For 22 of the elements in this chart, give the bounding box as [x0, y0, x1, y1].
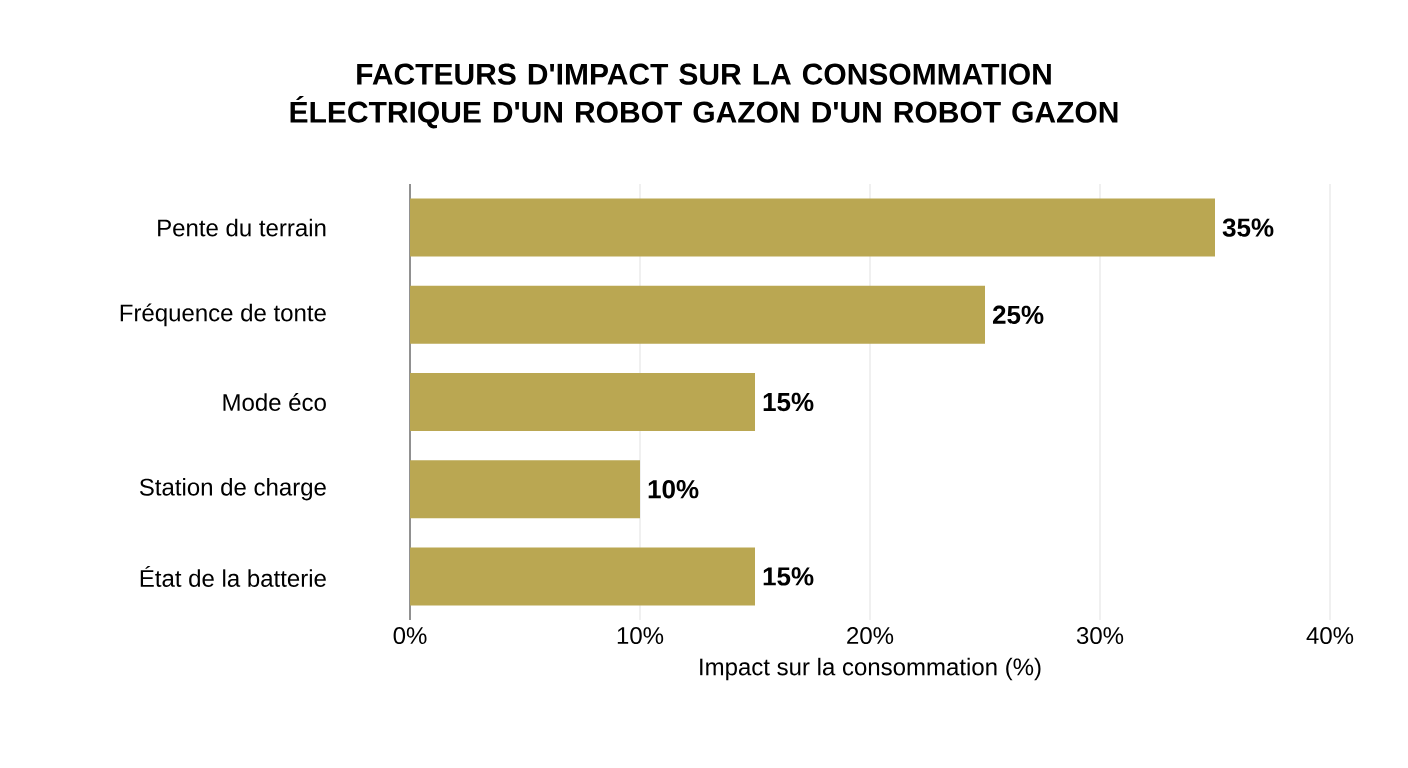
- bar: [410, 198, 1215, 257]
- y-tick-label: Mode éco: [223, 393, 326, 411]
- y-tick-label: Pente du terrain: [158, 218, 326, 237]
- data-label: 35%: [1222, 218, 1274, 237]
- bar: [410, 460, 640, 519]
- y-tick-label: Fréquence de tonte: [120, 303, 326, 327]
- data-label: 10%: [648, 480, 699, 499]
- bar: [410, 285, 985, 344]
- x-tick-label: 0%: [393, 627, 427, 645]
- chart-title: FACTEURS D'IMPACT SUR LA CONSOMMATION ÉLECTRIQUE D'UN ROBOT GAZON D'UN ROBOT GAZON: [290, 63, 1118, 129]
- bar: [410, 547, 756, 606]
- y-tick-label: État de la batterie: [140, 565, 326, 587]
- data-label: 25%: [992, 305, 1044, 325]
- data-label: 15%: [763, 567, 814, 586]
- data-label: 15%: [763, 392, 814, 412]
- bar: [410, 373, 756, 432]
- x-axis-title: Impact sur la consommation (%): [700, 657, 1041, 681]
- y-tick-label: Station de charge: [139, 478, 326, 501]
- x-tick-label: 10%: [617, 627, 664, 645]
- x-tick-label: 40%: [1306, 627, 1354, 645]
- x-tick-label: 20%: [847, 627, 894, 645]
- x-tick-label: 30%: [1076, 627, 1124, 645]
